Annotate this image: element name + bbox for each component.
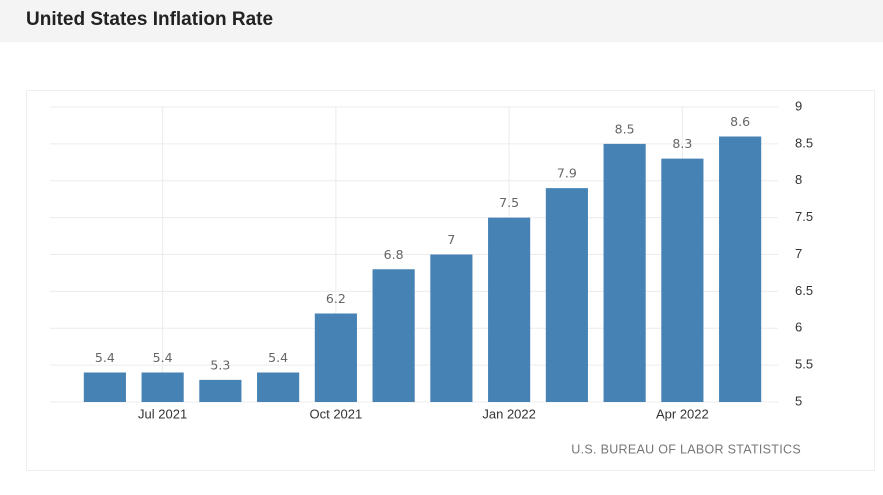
bar [372, 269, 415, 402]
y-tick-label: 7.5 [795, 209, 813, 224]
value-label: 8.6 [730, 114, 750, 129]
value-label: 7.5 [499, 195, 519, 210]
bar [430, 254, 473, 402]
value-label: 8.3 [672, 136, 692, 151]
y-tick-label: 8 [795, 172, 802, 187]
chart-frame [26, 90, 875, 471]
y-tick-label: 5 [795, 393, 802, 408]
bar [719, 136, 762, 402]
value-label: 6.2 [326, 291, 346, 306]
value-label: 5.3 [210, 357, 230, 372]
bar [257, 372, 300, 402]
bar [488, 217, 531, 402]
value-label: 5.4 [268, 350, 288, 365]
x-tick-label: Jan 2022 [482, 406, 536, 421]
x-tick-label: Oct 2021 [309, 406, 362, 421]
source: U.S. BUREAU OF LABOR STATISTICS [571, 442, 801, 456]
bar [199, 379, 242, 402]
value-label: 7 [447, 232, 455, 247]
bar [141, 372, 184, 402]
value-label: 7.9 [557, 166, 577, 181]
value-label: 5.4 [153, 350, 173, 365]
x-tick-label: Jul 2021 [138, 406, 187, 421]
value-label: 5.4 [95, 350, 115, 365]
y-tick-label: 8.5 [795, 135, 813, 150]
bar [545, 188, 588, 402]
y-tick-label: 9 [795, 98, 802, 113]
chart-title: United States Inflation Rate [26, 9, 274, 30]
bar [83, 372, 126, 402]
value-label: 8.5 [615, 121, 635, 136]
bar [661, 158, 704, 402]
value-label: 6.8 [384, 247, 404, 262]
y-tick-label: 7 [795, 246, 802, 261]
bar [314, 313, 357, 402]
y-tick-label: 6.5 [795, 283, 813, 298]
x-tick-label: Apr 2022 [656, 406, 709, 421]
y-tick-label: 5.5 [795, 357, 813, 372]
bar [603, 143, 646, 402]
header: United States Inflation Rate [0, 0, 883, 42]
y-tick-label: 6 [795, 320, 802, 335]
